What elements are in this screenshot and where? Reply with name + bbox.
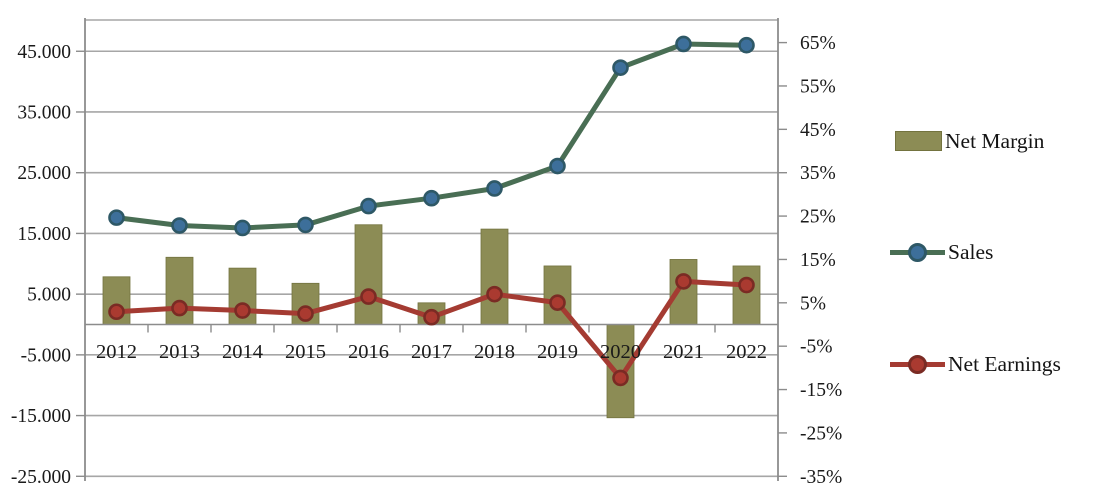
net-earnings-marker-2016 bbox=[360, 288, 377, 305]
sales-marker-2016 bbox=[360, 197, 377, 215]
left-axis-label: 45.000 bbox=[17, 42, 71, 63]
net-earnings-marker-2013 bbox=[171, 299, 188, 317]
sales-marker-2017 bbox=[423, 189, 440, 207]
category-label-2019: 2019 bbox=[537, 341, 578, 363]
right-axis-label: 55% bbox=[800, 76, 836, 97]
sales-marker-2014 bbox=[234, 219, 251, 237]
category-label-2016: 2016 bbox=[348, 341, 389, 363]
net-earnings-marker-2018 bbox=[486, 285, 503, 303]
sales-marker-2019 bbox=[549, 157, 566, 175]
sales-marker-2020 bbox=[612, 59, 629, 76]
net-margin-legend-swatch bbox=[895, 131, 942, 151]
net-earnings-marker-2021 bbox=[675, 273, 692, 290]
left-axis-label: -25.000 bbox=[11, 467, 71, 488]
category-label-2013: 2013 bbox=[159, 341, 200, 363]
left-axis-label: 35.000 bbox=[17, 102, 71, 123]
left-axis-label: 25.000 bbox=[17, 163, 71, 184]
right-axis-label: -5% bbox=[800, 337, 833, 358]
category-label-2022: 2022 bbox=[726, 341, 767, 363]
net-earnings-legend-marker-icon bbox=[908, 354, 927, 374]
net-earnings-marker-2015 bbox=[297, 305, 314, 322]
legend-label-net-earnings: Net Earnings bbox=[948, 351, 1061, 376]
right-axis-label: -25% bbox=[800, 423, 842, 444]
sales-legend-marker-icon bbox=[908, 242, 927, 262]
right-axis-label: 45% bbox=[800, 120, 836, 141]
net-margin-bars bbox=[102, 224, 761, 419]
left-axis-label: 15.000 bbox=[17, 224, 71, 245]
category-label-2020: 2020 bbox=[600, 341, 641, 363]
category-label-2021: 2021 bbox=[663, 341, 704, 363]
net-earnings-marker-2014 bbox=[234, 302, 251, 319]
left-axis-label: 5.000 bbox=[27, 285, 71, 306]
left-axis-label: -15.000 bbox=[11, 406, 71, 427]
net-earnings-marker-2012 bbox=[108, 303, 125, 321]
legend-item-net-earnings: Net Earnings bbox=[890, 352, 1061, 376]
category-axis bbox=[85, 323, 778, 333]
net-margin-bar-2016 bbox=[354, 224, 383, 325]
net-earnings-legend-swatch bbox=[890, 353, 945, 375]
sales-marker-2022 bbox=[738, 36, 755, 54]
legend-label-sales: Sales bbox=[948, 239, 994, 264]
net-earnings-line-series bbox=[108, 273, 755, 387]
axis-labels: 45.000 35.000 25.000 15.000 5.000 -5.000 -15.0… bbox=[11, 33, 842, 488]
legend-label-net-margin: Net Margin bbox=[945, 128, 1045, 153]
right-axis-label: -15% bbox=[800, 380, 842, 401]
net-margin-bar-2022 bbox=[732, 265, 761, 325]
net-earnings-marker-2022 bbox=[738, 276, 755, 294]
legend-item-net-margin: Net Margin bbox=[890, 129, 1044, 153]
sales-legend-swatch bbox=[890, 241, 945, 263]
right-axis-label: 65% bbox=[800, 33, 836, 54]
net-earnings-marker-2019 bbox=[549, 294, 566, 311]
net-margin-bar-2018 bbox=[480, 228, 509, 325]
sales-marker-2013 bbox=[171, 217, 188, 234]
right-axis-label: 5% bbox=[800, 293, 826, 314]
gridlines bbox=[85, 19, 778, 478]
category-label-2014: 2014 bbox=[222, 341, 263, 363]
sales-marker-2021 bbox=[675, 35, 692, 53]
right-axis-label: 25% bbox=[800, 207, 836, 228]
right-axis-label: 35% bbox=[800, 163, 836, 184]
legend-item-sales: Sales bbox=[890, 240, 993, 264]
net-earnings-marker-2017 bbox=[423, 308, 440, 326]
category-label-2015: 2015 bbox=[285, 341, 326, 363]
right-axis-label: -35% bbox=[800, 467, 842, 488]
net-earnings-marker-2020 bbox=[612, 369, 629, 387]
sales-line-series bbox=[108, 35, 755, 237]
sales-marker-2012 bbox=[108, 209, 125, 226]
sales-marker-2015 bbox=[297, 216, 314, 234]
category-label-2018: 2018 bbox=[474, 341, 515, 363]
category-label-2012: 2012 bbox=[96, 341, 137, 363]
category-label-2017: 2017 bbox=[411, 341, 452, 363]
sales-marker-2018 bbox=[486, 180, 503, 197]
left-axis-label: -5.000 bbox=[21, 345, 71, 366]
value-axes bbox=[76, 18, 787, 481]
right-axis-label: 15% bbox=[800, 250, 836, 271]
